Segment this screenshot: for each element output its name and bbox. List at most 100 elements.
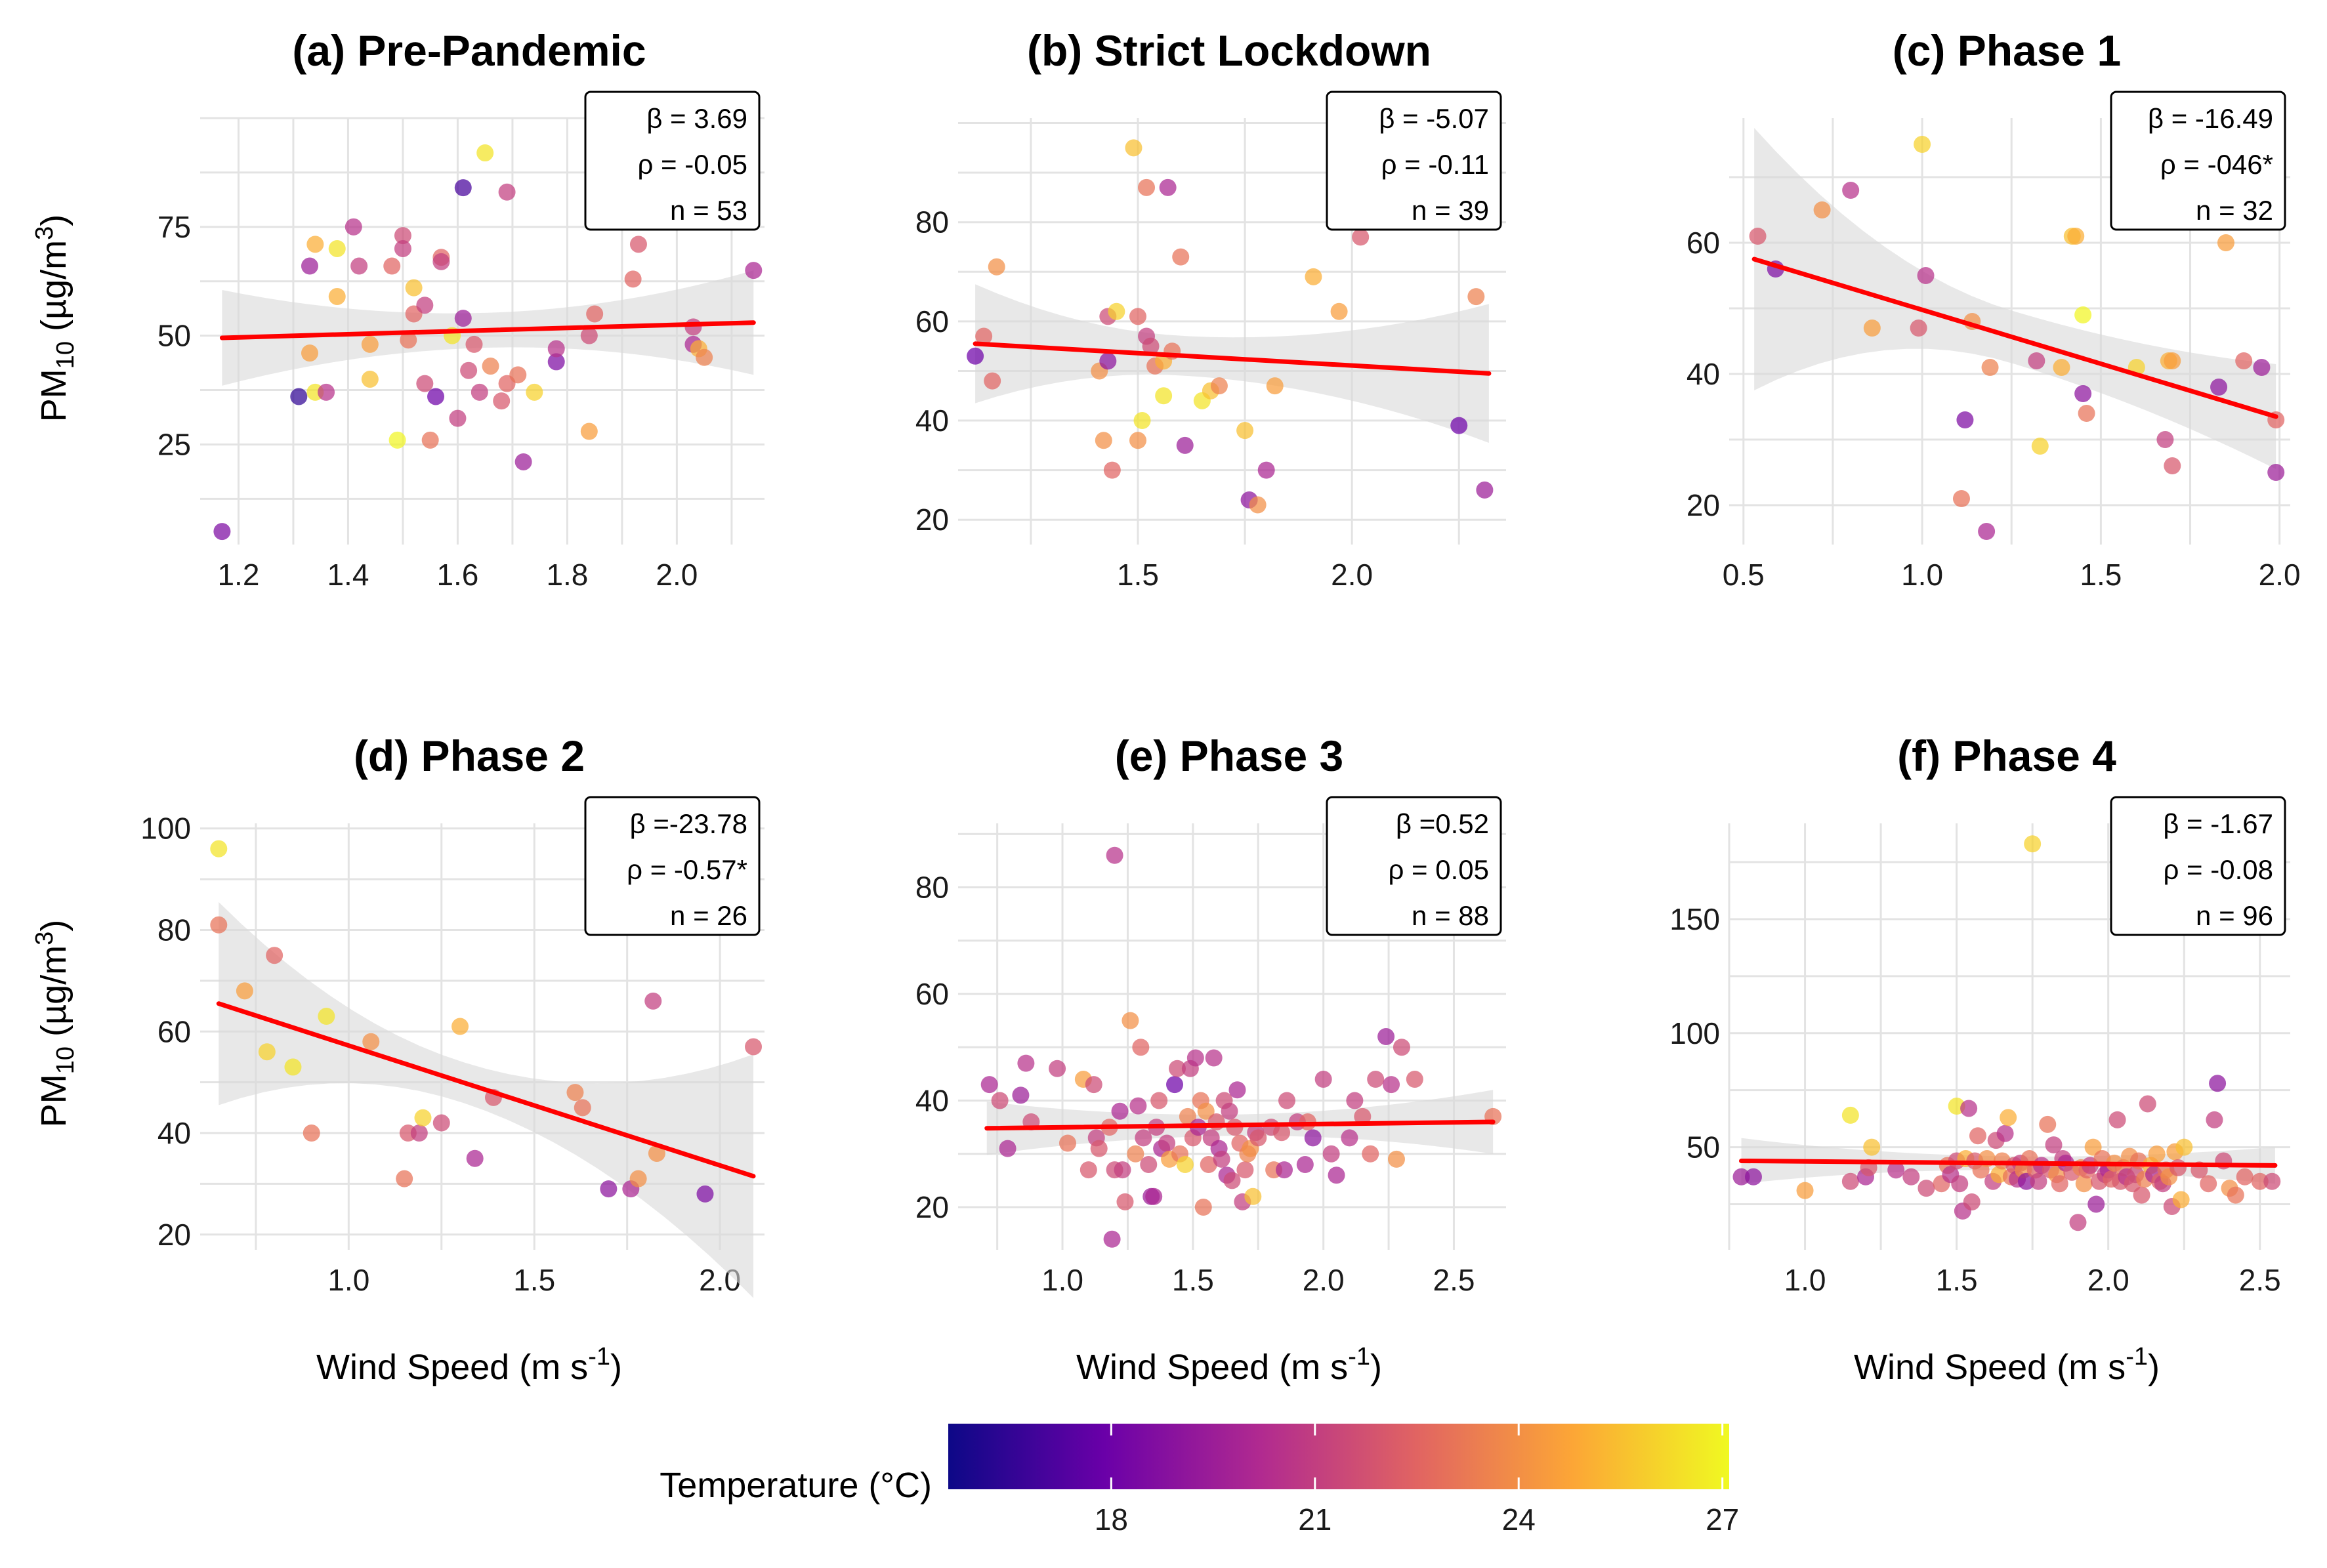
y-tick-label: 80 — [157, 913, 191, 947]
data-point — [696, 1185, 714, 1203]
data-point — [1956, 411, 1974, 428]
data-point — [745, 1038, 763, 1056]
data-point — [236, 982, 253, 1000]
y-tick-label: 60 — [1687, 226, 1720, 260]
data-point — [1842, 182, 1860, 199]
x-tick-label: 1.0 — [1784, 1263, 1826, 1297]
data-point — [466, 1149, 484, 1167]
data-point — [1367, 1071, 1385, 1088]
data-point — [318, 1008, 335, 1025]
data-point — [1210, 377, 1228, 395]
data-point — [1169, 1060, 1186, 1077]
data-point — [2045, 1136, 2063, 1154]
data-point — [498, 183, 516, 201]
data-point — [2030, 1172, 2047, 1190]
data-point — [1996, 1124, 2014, 1142]
data-point — [383, 257, 401, 275]
data-point — [2263, 1172, 2281, 1190]
data-point — [2031, 438, 2049, 455]
data-point — [547, 353, 565, 371]
y-tick-label: 20 — [157, 1218, 191, 1252]
panel-e-phase-3: (e) Phase 3 1.0 1.5 2.0 2.5 20 40 60 80 β =0.52 ρ… — [915, 732, 1506, 1297]
x-tick-label: 1.6 — [436, 558, 478, 592]
stat-beta: β =0.52 — [1396, 808, 1489, 839]
data-point — [644, 992, 662, 1010]
data-point — [1108, 302, 1125, 320]
data-point — [991, 1092, 1009, 1109]
data-point — [514, 453, 532, 470]
data-point — [361, 335, 379, 353]
data-point — [1305, 268, 1322, 285]
data-point — [1249, 1129, 1267, 1147]
stat-beta: β = 3.69 — [646, 103, 747, 134]
data-point — [1952, 490, 1970, 507]
data-point — [1158, 1134, 1176, 1152]
data-point — [1129, 308, 1146, 325]
stats-box — [1326, 796, 1502, 936]
data-point — [2175, 1138, 2193, 1156]
data-point — [1450, 417, 1468, 434]
colorbar-tick-label: 18 — [1095, 1502, 1128, 1537]
data-point — [967, 347, 984, 365]
stat-rho: ρ = -0.08 — [2164, 854, 2274, 885]
data-point — [1354, 1107, 1372, 1125]
data-point — [2210, 379, 2228, 396]
data-point — [2024, 835, 2042, 853]
stats-box — [2110, 91, 2286, 231]
stat-beta: β = -5.07 — [1379, 103, 1489, 134]
data-point — [1352, 228, 1370, 246]
data-point — [2209, 1075, 2227, 1092]
stat-rho: ρ = -0.11 — [1381, 149, 1489, 180]
data-point — [2253, 359, 2271, 376]
data-point — [586, 305, 604, 323]
data-point — [427, 388, 445, 405]
data-point — [1176, 1156, 1194, 1173]
data-point — [2053, 359, 2070, 376]
data-point — [1090, 1140, 1108, 1157]
data-point — [1304, 1129, 1322, 1147]
y-tick-label: 25 — [157, 427, 191, 461]
data-point — [1133, 412, 1151, 430]
y-tick-label: 50 — [1687, 1130, 1720, 1165]
x-tick-label: 1.0 — [1041, 1263, 1083, 1297]
panel-a-pre-pandemic: (a) Pre-Pandemic 1.2 1.4 1.6 1.8 2.0 25 50 75 β … — [157, 26, 765, 592]
x-tick-label: 2.5 — [2239, 1263, 2281, 1297]
data-point — [2075, 1175, 2093, 1193]
data-point — [2206, 1111, 2223, 1128]
data-point — [432, 1114, 450, 1132]
data-point — [580, 327, 598, 344]
data-point — [1383, 1076, 1400, 1094]
y-tick-label: 50 — [157, 319, 191, 353]
data-point — [1257, 461, 1275, 479]
data-point — [460, 361, 478, 379]
regression-line — [219, 320, 756, 340]
data-point — [2164, 352, 2181, 369]
data-point — [416, 375, 434, 392]
stats-box — [2110, 796, 2286, 936]
data-point — [2172, 1191, 2190, 1208]
data-point — [1393, 1039, 1410, 1056]
data-point — [1103, 461, 1121, 479]
x-tick-label: 2.0 — [2087, 1263, 2129, 1297]
data-point — [1841, 1172, 1859, 1190]
colorbar-tick-label: 27 — [1706, 1502, 1739, 1537]
stats-box — [1326, 91, 1502, 231]
data-point — [1476, 481, 1494, 499]
data-point — [1813, 201, 1831, 218]
stat-n: n = 53 — [670, 195, 747, 226]
regression-line — [984, 1119, 1496, 1131]
data-point — [1273, 1124, 1291, 1142]
y-tick-label: 40 — [915, 1084, 949, 1118]
panel-title: (d) Phase 2 — [354, 732, 585, 780]
data-point — [1059, 1134, 1076, 1152]
data-point — [1887, 1161, 1905, 1179]
stat-n: n = 32 — [2196, 195, 2273, 226]
stat-beta: β =-23.78 — [630, 808, 747, 839]
x-tick-label: 0.5 — [1723, 558, 1765, 592]
stats-box — [584, 91, 761, 231]
x-tick-label: 1.5 — [1117, 558, 1159, 592]
data-point — [2156, 431, 2174, 448]
data-point — [1186, 1049, 1204, 1067]
data-point — [414, 1109, 432, 1126]
data-point — [696, 348, 713, 366]
